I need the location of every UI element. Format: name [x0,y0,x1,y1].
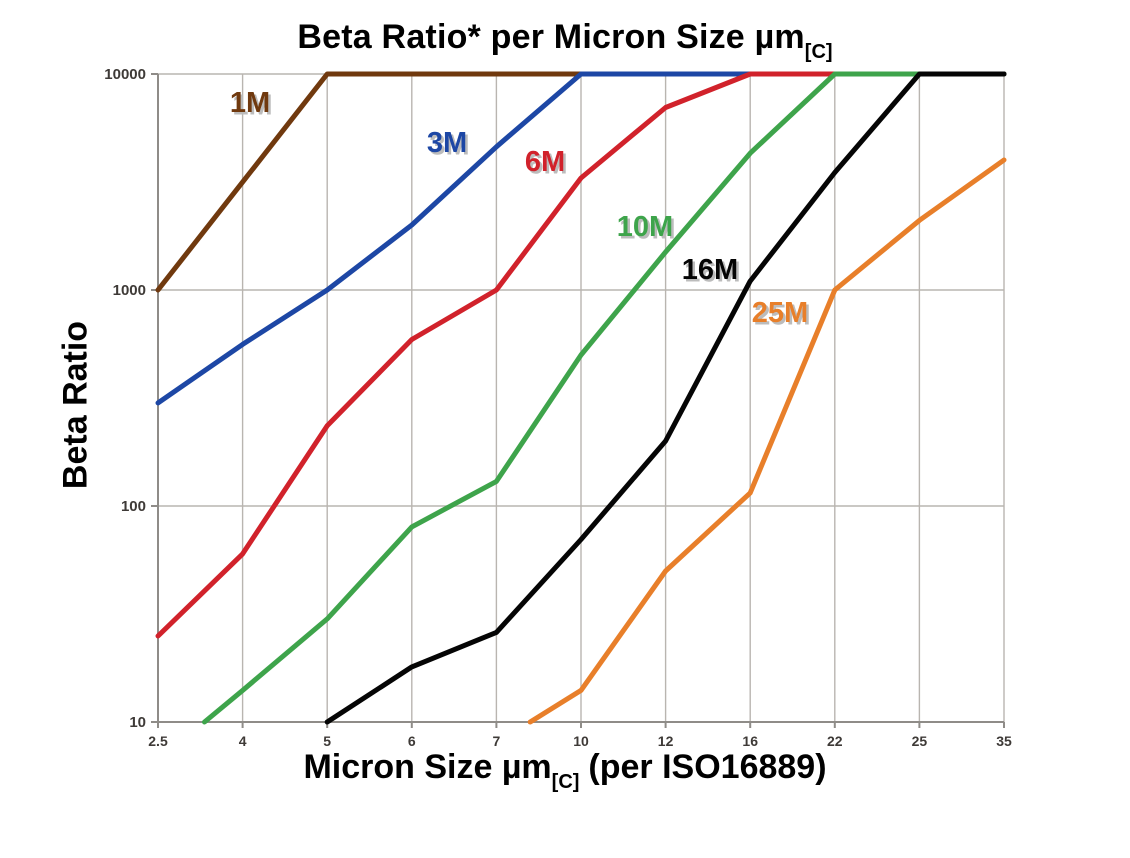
y-tick-label: 100 [121,498,146,515]
series-label-1M: 1M [230,87,270,119]
gridlines [157,73,1005,723]
x-tick-label: 2.5 [148,733,168,749]
series-line-6M [155,71,1007,639]
series-label-6M: 6M [525,146,565,178]
chart-title: Beta Ratio* per Micron Size µm[C] [0,18,1130,63]
x-tick-label: 16 [742,733,758,749]
x-axis-title-subscript: [C] [551,771,580,793]
series-label-25M: 25M [752,297,808,329]
series-label-shadow-6M: 6M [527,149,567,181]
series-label-16M: 16M [682,254,738,286]
chart-title-main: Beta Ratio* per Micron Size µm [297,18,805,56]
x-tick-label: 12 [658,733,674,749]
series-line-25M [527,157,1007,725]
x-tick-label: 10 [573,733,589,749]
series-label-10M: 10M [617,211,673,243]
x-tick-label: 7 [493,733,501,749]
x-tick-label: 5 [323,733,331,749]
series-label-shadow-3M: 3M [429,130,469,162]
x-axis-title-main: Micron Size µm [303,748,552,786]
x-tick-label: 6 [408,733,416,749]
y-tick-label: 1000 [113,282,146,299]
series-label-shadow-16M: 16M [684,257,740,289]
y-tick-label: 10000 [104,66,146,83]
series-line-16M [324,71,1007,725]
series-label-3M: 3M [427,127,467,159]
series-label-shadow-10M: 10M [619,214,675,246]
series-label-shadow-1M: 1M [232,90,272,122]
x-axis-title: Micron Size µm[C] (per ISO16889) [0,748,1130,793]
x-tick-label: 35 [996,733,1012,749]
chart-title-subscript: [C] [804,41,833,63]
x-tick-label: 22 [827,733,843,749]
x-axis-title-standard: (per ISO16889) [588,748,827,786]
axes [151,73,1005,728]
series-line-10M [202,71,1007,725]
series-label-shadow-25M: 25M [754,300,810,332]
y-axis-title: Beta Ratio [56,320,95,490]
x-tick-label: 25 [912,733,928,749]
y-tick-label: 10 [129,714,146,731]
series-line-3M [155,71,1007,406]
x-tick-label: 4 [239,733,247,749]
